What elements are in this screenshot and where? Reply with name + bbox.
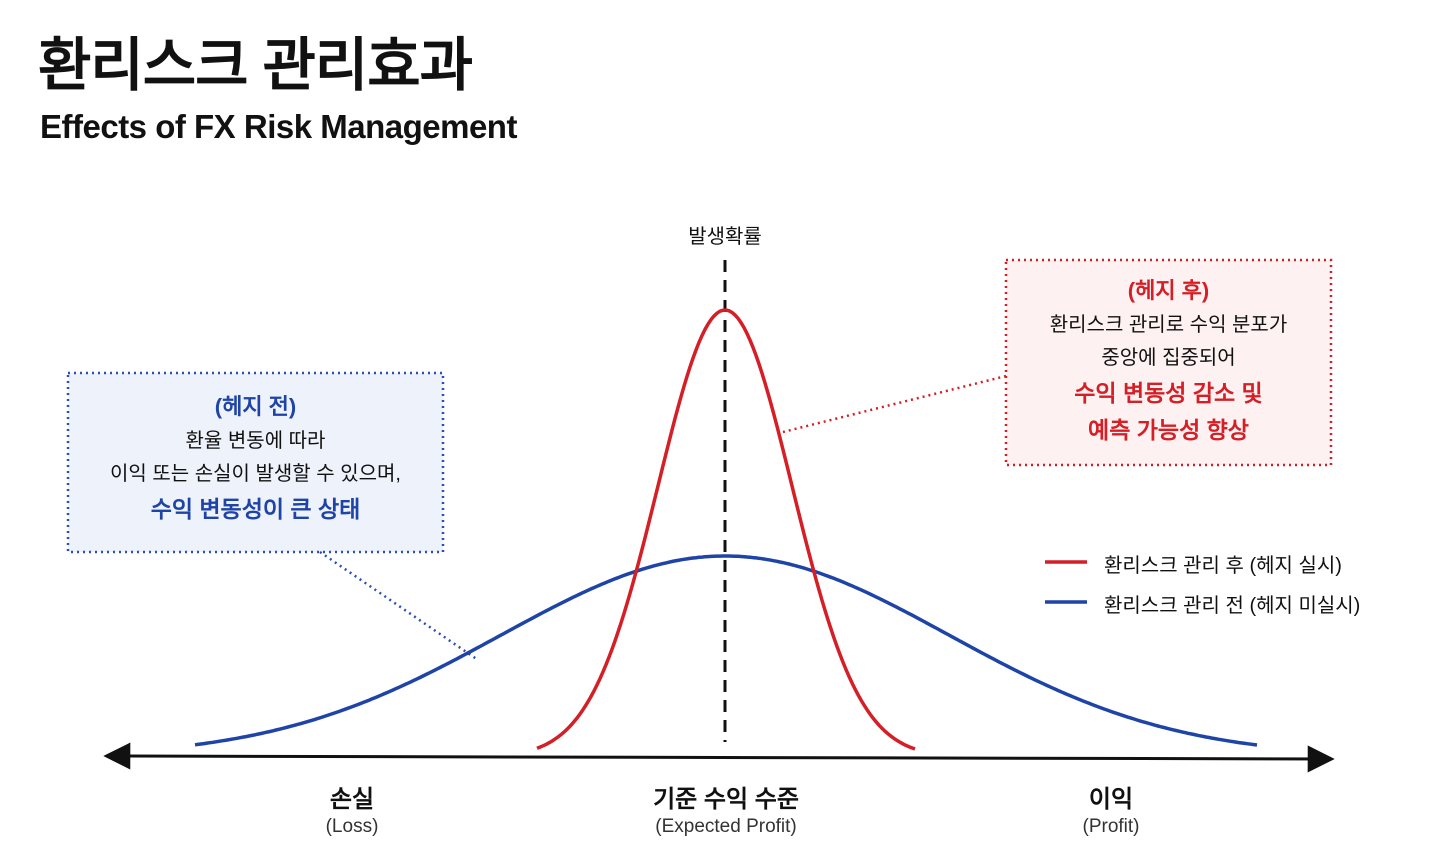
callout-line: 이익 또는 손실이 발생할 수 있으며,	[110, 463, 401, 485]
callout-line: 환율 변동에 따라	[185, 430, 326, 452]
callout-title: (헤지 후)	[1127, 278, 1210, 303]
callout-line: 중앙에 집중되어	[1101, 347, 1236, 369]
legend-entry: 환리스크 관리 후 (헤지 실시)	[1104, 555, 1342, 577]
axis-sublabel: (Profit)	[1082, 816, 1140, 837]
axis-sublabel: (Expected Profit)	[655, 816, 797, 837]
probability-label: 발생확률	[688, 226, 762, 248]
before-leader	[319, 550, 479, 662]
legend-entry: 환리스크 관리 전 (헤지 미실시)	[1104, 595, 1361, 617]
axis-label: 손실	[329, 786, 375, 813]
after-leader	[782, 374, 1007, 434]
callout-emphasis: 수익 변동성이 큰 상태	[150, 496, 361, 522]
after-callout: (헤지 후) 환리스크 관리로 수익 분포가 중앙에 집중되어 수익 변동성 감…	[1006, 274, 1331, 449]
callout-emphasis: 수익 변동성 감소 및	[1074, 380, 1263, 406]
callout-emphasis: 예측 가능성 향상	[1088, 417, 1249, 443]
callout-title: (헤지 전)	[214, 394, 297, 419]
before-callout: (헤지 전) 환율 변동에 따라 이익 또는 손실이 발생할 수 있으며, 수익…	[68, 390, 443, 528]
curve-before	[194, 554, 1258, 747]
axis-sublabel: (Loss)	[325, 816, 379, 837]
callout-line: 환리스크 관리로 수익 분포가	[1049, 314, 1288, 336]
curve-after	[536, 308, 916, 751]
axis-label: 기준 수익 수준	[653, 786, 799, 813]
after-box	[1004, 258, 1333, 467]
title: 환리스크 관리효과	[38, 33, 473, 98]
profit-axis	[103, 742, 1335, 773]
before-box	[66, 371, 445, 554]
subtitle: Effects of FX Risk Management	[40, 108, 517, 145]
axis-label: 이익	[1088, 786, 1134, 813]
